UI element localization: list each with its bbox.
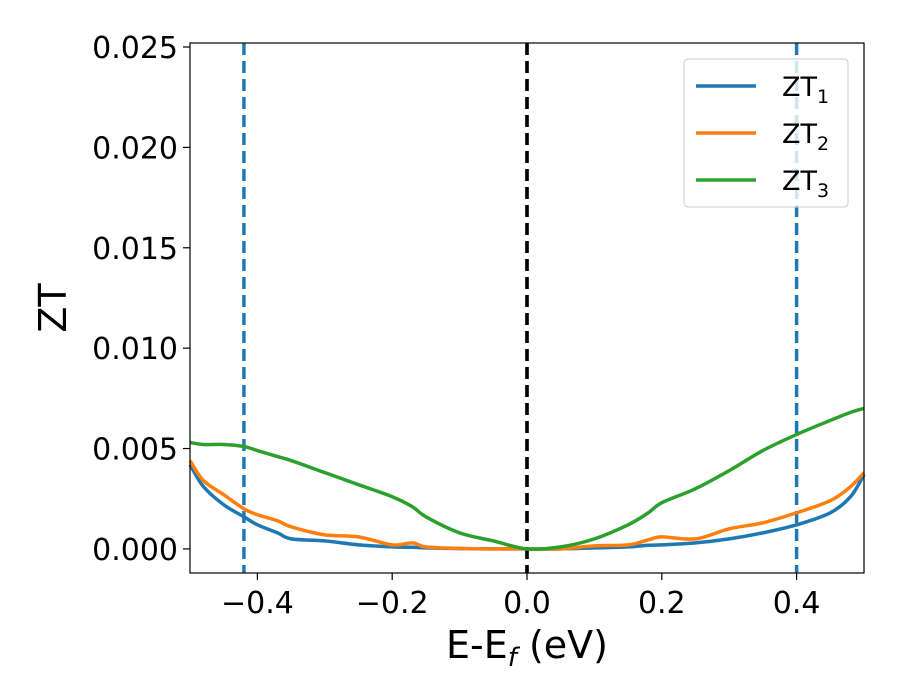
series-lines bbox=[188, 406, 866, 552]
y-tick-label: 0.005 bbox=[92, 433, 178, 468]
x-axis-ticks: −0.4 −0.2 0.0 0.2 0.4 bbox=[221, 573, 820, 621]
legend-box bbox=[683, 58, 849, 208]
y-axis-title: ZT bbox=[31, 283, 75, 333]
y-tick-label: 0.020 bbox=[92, 131, 178, 166]
reference-vlines bbox=[242, 43, 799, 573]
legend: ZT1 ZT2 ZT3 bbox=[683, 58, 849, 208]
x-tick-label: −0.2 bbox=[356, 586, 429, 621]
x-tick-label: 0.2 bbox=[638, 586, 686, 621]
y-axis-ticks: 0.000 0.005 0.010 0.015 0.020 0.025 bbox=[92, 31, 190, 568]
x-tick-label: −0.4 bbox=[221, 586, 294, 621]
x-tick-label: 0.0 bbox=[503, 586, 551, 621]
series-line-zt2 bbox=[188, 459, 866, 551]
legend-label-zt2: ZT2 bbox=[782, 119, 829, 155]
series-line-zt3 bbox=[189, 406, 865, 552]
x-axis-title: E-Ef (eV) bbox=[446, 623, 608, 673]
y-tick-label: 0.000 bbox=[92, 533, 178, 568]
y-tick-label: 0.010 bbox=[92, 332, 178, 367]
legend-label-zt3: ZT3 bbox=[782, 166, 829, 202]
legend-label-zt1: ZT1 bbox=[782, 72, 829, 108]
x-tick-label: 0.4 bbox=[773, 586, 821, 621]
y-tick-label: 0.025 bbox=[92, 31, 178, 66]
y-tick-label: 0.015 bbox=[92, 232, 178, 267]
